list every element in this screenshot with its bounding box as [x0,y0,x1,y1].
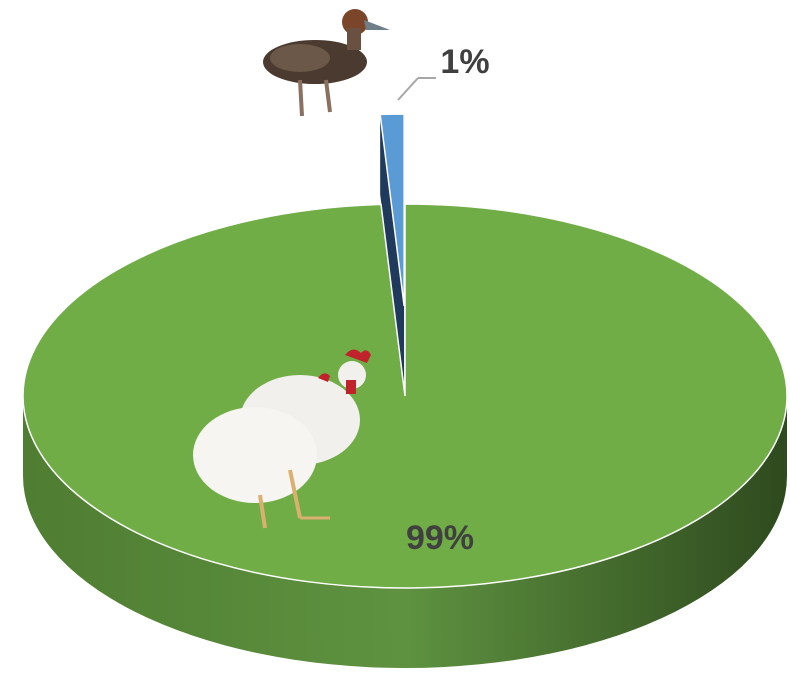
slice-face [380,114,405,387]
slice [22,203,788,589]
data-label: 1% [440,43,489,81]
duck-illustration [263,9,390,117]
slice-side [23,396,787,668]
slice [379,113,405,307]
pie [22,113,788,668]
leader-line [397,77,419,101]
chicken-illustration [193,349,371,529]
data-label: 99% [406,519,474,557]
